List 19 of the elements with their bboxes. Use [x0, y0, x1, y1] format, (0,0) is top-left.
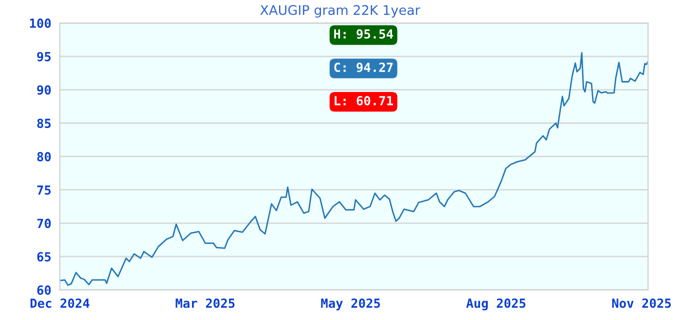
x-tick-label: Mar 2025 [176, 298, 235, 308]
y-tick-label: 85 [37, 118, 51, 128]
y-tick-label: 65 [37, 252, 51, 262]
y-tick-label: 90 [37, 85, 51, 95]
y-tick-label: 80 [37, 152, 51, 162]
y-tick-label: 60 [37, 285, 51, 295]
x-tick-label: Aug 2025 [466, 298, 526, 310]
annotation: C: 94.27 [334, 62, 393, 72]
y-tick-label: 70 [37, 218, 51, 228]
y-tick-label: 95 [37, 52, 51, 62]
chart-title: XAUGIP gram 22K 1year [260, 5, 420, 18]
x-tick-label: May 2025 [321, 298, 380, 310]
x-tick-label: Dec 2024 [30, 298, 90, 308]
annotation: H: 95.54 [334, 29, 393, 39]
y-tick-label: 100 [30, 18, 51, 28]
x-tick-label: Nov 2025 [612, 298, 671, 308]
y-tick-label: 75 [37, 185, 51, 195]
line-series [60, 52, 648, 286]
annotation: L: 60.71 [334, 96, 393, 106]
